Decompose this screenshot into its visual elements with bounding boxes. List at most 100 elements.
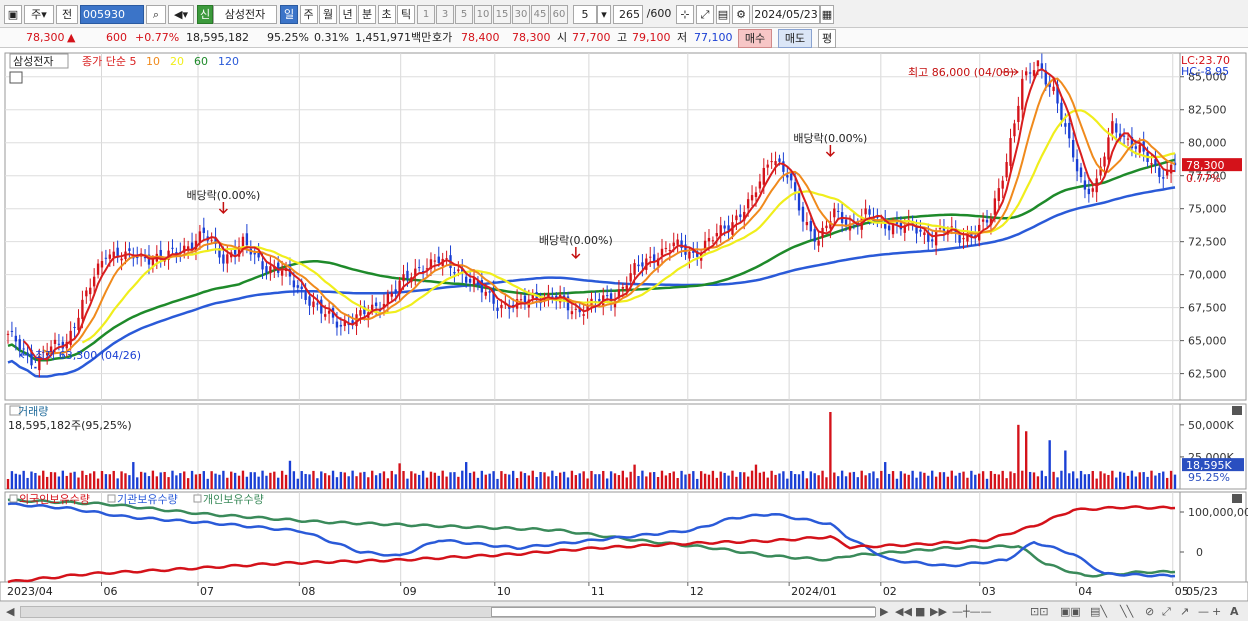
period-tab-3[interactable]: 년 bbox=[338, 5, 357, 24]
save-icon[interactable]: ▤ bbox=[716, 5, 730, 24]
stop-icon[interactable]: ■ bbox=[915, 605, 926, 618]
sell-button[interactable]: 매도 bbox=[778, 29, 812, 48]
tool-icon-3[interactable]: ▤╲ bbox=[1090, 605, 1108, 618]
tool-icon-1[interactable]: ⊡⊡ bbox=[1030, 605, 1049, 618]
horizontal-scrollbar[interactable]: ◀ ▶ ◀◀ ■ ▶▶ —┼—— ⊡⊡ ▣▣ ▤╲ ╲╲ ⊘ ⤢ ↗ — + A bbox=[0, 601, 1248, 621]
candle-body bbox=[104, 257, 108, 259]
candle-body bbox=[519, 299, 523, 301]
low-label: 저 bbox=[677, 31, 688, 44]
candle-body bbox=[703, 240, 707, 250]
play-icon[interactable]: ▶▶ bbox=[930, 605, 947, 618]
candle-body bbox=[151, 259, 155, 266]
prev-select[interactable]: 전 bbox=[56, 5, 78, 24]
volume-bar bbox=[923, 472, 926, 489]
volume-bar bbox=[790, 471, 793, 489]
volume-bar bbox=[598, 474, 601, 489]
tool-icon-6[interactable]: ⤢ bbox=[1162, 605, 1171, 618]
candle-body bbox=[637, 264, 640, 267]
step-button-5[interactable]: 5 bbox=[455, 5, 473, 24]
volume-bar bbox=[684, 474, 687, 489]
candle-body bbox=[49, 346, 53, 353]
candle-body bbox=[316, 303, 319, 305]
period-tab-1[interactable]: 주 bbox=[299, 5, 318, 24]
candle-body bbox=[1099, 166, 1102, 176]
volume-bar bbox=[934, 476, 938, 489]
gear-icon[interactable]: ⚙ bbox=[732, 5, 750, 24]
first-page-icon[interactable]: ◀◀ bbox=[895, 605, 912, 618]
step-button-45[interactable]: 45 bbox=[531, 5, 549, 24]
scroll-track[interactable] bbox=[20, 606, 876, 618]
volume-bar bbox=[981, 471, 985, 489]
step-button-30[interactable]: 30 bbox=[512, 5, 530, 24]
window-menu-icon[interactable]: ▣ bbox=[4, 5, 22, 24]
crosshair-icon[interactable]: ⊹ bbox=[676, 5, 694, 24]
date-input[interactable]: 2024/05/23 bbox=[752, 5, 820, 24]
volume-bar bbox=[711, 470, 715, 489]
period-tab-4[interactable]: 분 bbox=[358, 5, 376, 24]
volume-bar bbox=[735, 476, 738, 489]
volume-bar bbox=[1154, 475, 1157, 489]
volume-bar bbox=[715, 477, 718, 489]
chart-area[interactable]: 2023/04 06 07 08 09 10 11 12 2024/01 02 03 04 05 05/2… bbox=[0, 49, 1248, 602]
volume-bar bbox=[77, 477, 80, 489]
pointer-icon[interactable]: ↗ bbox=[1180, 605, 1190, 618]
font-size-icon[interactable]: A bbox=[1230, 605, 1239, 618]
candle-body bbox=[931, 239, 934, 242]
step-button-1[interactable]: 1 bbox=[417, 5, 435, 24]
volume-bar bbox=[938, 472, 942, 489]
stock-name-field[interactable]: 삼성전자 bbox=[213, 5, 277, 24]
scroll-left-icon[interactable]: ◀ bbox=[6, 605, 15, 618]
buy-button[interactable]: 매수 bbox=[738, 29, 772, 48]
search-icon[interactable]: ⌕ bbox=[146, 5, 166, 24]
candle-body bbox=[480, 280, 484, 293]
volume-toggle-icon bbox=[9, 405, 21, 416]
price-tick-label: 65,000 bbox=[1188, 335, 1227, 348]
candle-body bbox=[237, 246, 241, 257]
step-button-3[interactable]: 3 bbox=[436, 5, 454, 24]
candle-body bbox=[621, 287, 625, 289]
volume-bar bbox=[613, 473, 617, 489]
scroll-thumb[interactable] bbox=[491, 607, 876, 617]
period-tab-5[interactable]: 초 bbox=[377, 5, 396, 24]
volume-bar bbox=[668, 473, 672, 489]
step-value-select[interactable]: 5 bbox=[573, 5, 597, 24]
candle-body bbox=[770, 161, 773, 163]
step-button-10[interactable]: 10 bbox=[474, 5, 492, 24]
chevron-down-icon[interactable]: ▾ bbox=[597, 5, 611, 24]
stock-chart[interactable]: 2023/04 06 07 08 09 10 11 12 2024/01 02 03 04 0505/2… bbox=[0, 49, 1248, 602]
tool-icon-4[interactable]: ╲╲ bbox=[1120, 605, 1134, 618]
volume-bar bbox=[65, 475, 68, 489]
step-button-15[interactable]: 15 bbox=[493, 5, 511, 24]
zoom-icon[interactable]: ⤢ bbox=[696, 5, 714, 24]
new-badge[interactable]: 신 bbox=[197, 5, 213, 24]
count-input[interactable]: 265 bbox=[613, 5, 643, 24]
volume-bar bbox=[261, 470, 264, 489]
tool-icon-2[interactable]: ▣▣ bbox=[1060, 605, 1081, 618]
tool-icon-5[interactable]: ⊘ bbox=[1145, 605, 1155, 618]
zoom-slider-icon[interactable]: —┼—— bbox=[952, 605, 992, 618]
volume-bar bbox=[547, 476, 550, 489]
candle-body bbox=[766, 164, 769, 168]
volume-bar bbox=[1095, 478, 1098, 489]
code-input[interactable]: 005930 bbox=[80, 5, 144, 24]
speaker-icon[interactable]: ◀▾ bbox=[168, 5, 194, 24]
calendar-icon[interactable]: ▦ bbox=[820, 5, 834, 24]
step-button-60[interactable]: 60 bbox=[550, 5, 568, 24]
volume-bar bbox=[919, 471, 922, 489]
scroll-right-icon[interactable]: ▶ bbox=[880, 605, 889, 618]
volume-bar bbox=[226, 477, 229, 489]
period-tab-2[interactable]: 월 bbox=[319, 5, 337, 24]
avg-button[interactable]: 평 bbox=[818, 29, 836, 48]
zoom-out-icon[interactable]: — bbox=[1198, 605, 1209, 618]
period-select[interactable]: 주▾ bbox=[24, 5, 54, 24]
candle-body bbox=[985, 219, 989, 223]
candle-body bbox=[10, 330, 14, 332]
period-tab-0[interactable]: 일 bbox=[280, 5, 298, 24]
zoom-in-icon[interactable]: + bbox=[1212, 605, 1222, 618]
volume-bar bbox=[942, 472, 946, 489]
candle-body bbox=[531, 294, 534, 299]
candle-body bbox=[190, 242, 194, 250]
period-tab-6[interactable]: 틱 bbox=[397, 5, 415, 24]
volume-bar bbox=[331, 470, 335, 489]
candle-body bbox=[488, 291, 491, 293]
